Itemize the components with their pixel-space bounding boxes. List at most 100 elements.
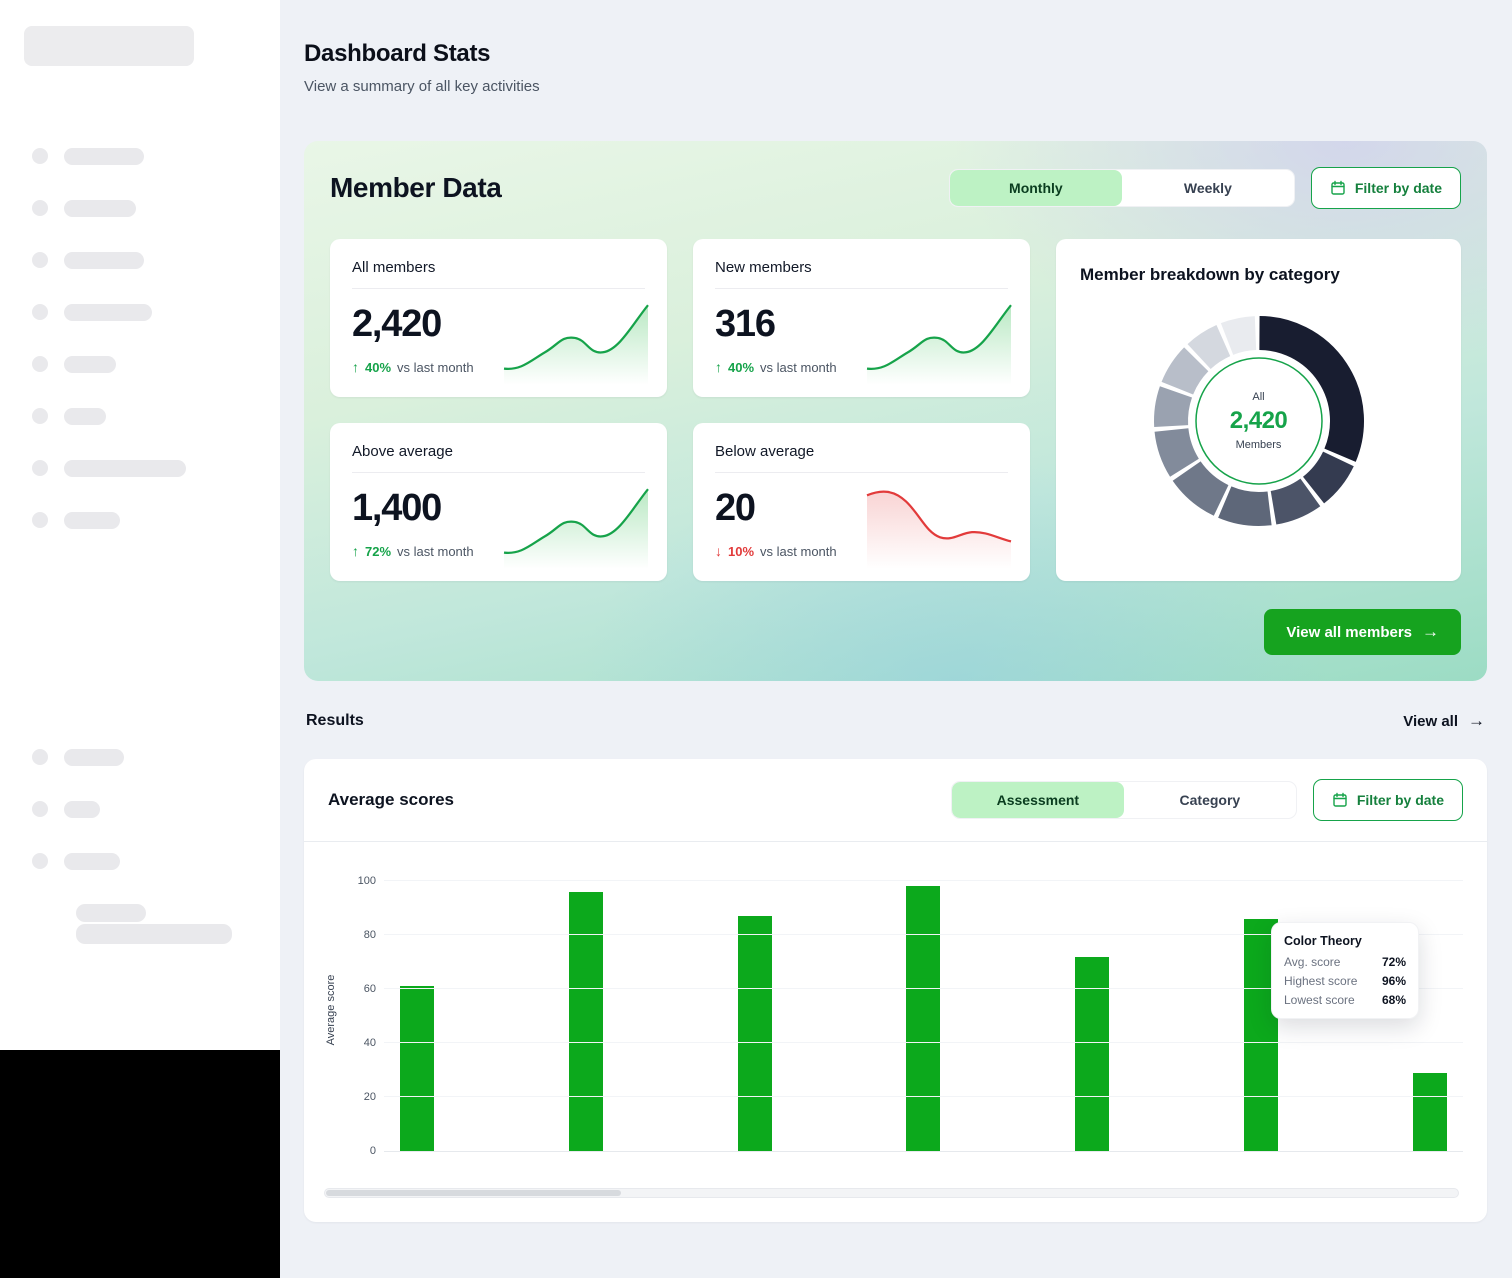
skeleton-icon [32, 148, 48, 164]
y-tick-label: 40 [363, 1037, 376, 1049]
sidebar-skeleton-item [32, 511, 256, 529]
donut-segment [1187, 325, 1231, 370]
y-tick-label: 0 [369, 1145, 376, 1157]
stat-change-caption: vs last month [760, 543, 837, 559]
skeleton-icon [32, 408, 48, 424]
stat-value: 1,400 [352, 487, 442, 529]
trend-up-sparkline [866, 304, 1012, 385]
results-header-row: Results View all → [306, 711, 1485, 731]
horizontal-scrollbar[interactable] [324, 1188, 1459, 1198]
stat-change-percent: 40% [365, 359, 392, 375]
stat-label: Above average [352, 443, 453, 460]
stat-change-percent: 72% [365, 543, 392, 559]
stat-label: All members [352, 259, 436, 276]
divider [715, 472, 1008, 473]
tab-weekly[interactable]: Weekly [1122, 170, 1294, 206]
trend-down-sparkline [866, 490, 1012, 569]
bar-chart: Average score Color Theory Avg. score 72… [322, 868, 1463, 1157]
stat-value: 20 [715, 487, 756, 529]
donut-segment [1302, 451, 1354, 504]
stat-value: 2,420 [352, 303, 442, 345]
sidebar-skeleton-item [32, 303, 256, 321]
arrow-up-icon: ↑ [352, 359, 359, 375]
trend-up-sparkline [503, 304, 649, 385]
donut-segment [1258, 316, 1364, 462]
sidebar-nav-skeleton [24, 147, 256, 529]
tooltip-value: 72% [1381, 955, 1406, 969]
tab-assessment[interactable]: Assessment [951, 782, 1124, 818]
skeleton-label [64, 147, 144, 165]
sidebar-skeleton-item [32, 800, 256, 818]
donut-segment [1161, 347, 1209, 396]
gridline [384, 1096, 1463, 1097]
skeleton-label [64, 199, 136, 217]
donut-segment [1220, 316, 1257, 356]
stat-label: Below average [715, 443, 815, 460]
view-all-link[interactable]: View all → [1403, 711, 1485, 731]
member-breakdown-donut: All 2,420 Members [1149, 311, 1369, 531]
arrow-up-icon: ↑ [352, 543, 359, 559]
view-all-members-label: View all members [1286, 623, 1412, 641]
filter-by-date-label: Filter by date [1354, 180, 1442, 196]
sidebar-secondary-skeleton [24, 748, 256, 870]
skeleton-icon [32, 749, 48, 765]
bar-chart-section: Average score Color Theory Avg. score 72… [304, 842, 1487, 1222]
donut-segment [1217, 486, 1272, 526]
bar [906, 886, 941, 1151]
skeleton-icon [32, 801, 48, 817]
tooltip-value: 68% [1381, 993, 1406, 1007]
stat-card-below-average: Below average 20 ↓ 10% vs last month [693, 423, 1030, 581]
calendar-icon [1333, 792, 1347, 807]
donut-center-ring [1194, 357, 1323, 485]
stat-label: New members [715, 259, 812, 276]
stat-change-caption: vs last month [397, 543, 474, 559]
skeleton-icon [32, 853, 48, 869]
stat-card-all-members: All members 2,420 ↑ 40% vs last month [330, 239, 667, 397]
member-stats-grid: All members 2,420 ↑ 40% vs last month [330, 239, 1461, 581]
member-data-controls: Monthly Weekly Filter by date [948, 167, 1461, 209]
logo-placeholder [24, 26, 194, 66]
period-toggle: Monthly Weekly [948, 169, 1295, 207]
skeleton-icon [32, 200, 48, 216]
bar [1412, 1072, 1447, 1151]
tooltip-row: Avg. score 72% [1284, 955, 1406, 969]
breakdown-title: Member breakdown by category [1080, 265, 1340, 284]
stat-change-caption: vs last month [760, 359, 837, 375]
bar [400, 986, 434, 1151]
sidebar-skeleton-item [32, 355, 256, 373]
donut-chart [1153, 316, 1364, 526]
skeleton-icon [32, 512, 48, 528]
gridline [384, 880, 1463, 881]
divider [715, 288, 1008, 289]
bar [737, 916, 772, 1151]
view-all-members-button[interactable]: View all members → [1264, 609, 1461, 655]
filter-by-date-button[interactable]: Filter by date [1310, 167, 1461, 209]
stat-change: ↑ 40% vs last month [715, 359, 1008, 375]
scrollbar-thumb[interactable] [326, 1190, 621, 1196]
filter-by-date-button[interactable]: Filter by date [1312, 779, 1463, 821]
donut-segment [1269, 478, 1320, 525]
average-scores-header: Average scores Assessment Category Filte… [304, 759, 1487, 842]
tooltip-label: Highest score [1284, 974, 1358, 988]
arrow-right-icon: → [1422, 622, 1439, 641]
stat-value: 316 [715, 303, 776, 345]
divider [352, 472, 645, 473]
plot-outer: Color Theory Avg. score 72% Highest scor… [340, 868, 1463, 1157]
skeleton-label [64, 459, 186, 477]
tab-monthly[interactable]: Monthly [949, 170, 1122, 206]
skeleton-label [76, 924, 232, 944]
sidebar-footer-skeleton [76, 904, 256, 944]
skeleton-icon [32, 304, 48, 320]
skeleton-icon [32, 460, 48, 476]
sidebar-skeleton-item [32, 459, 256, 477]
results-title: Results [306, 712, 364, 729]
skeleton-label [64, 251, 144, 269]
skeleton-label [64, 511, 120, 529]
sidebar-skeleton-item [32, 199, 256, 217]
donut-segment [1154, 427, 1199, 477]
sidebar-skeleton-item [32, 852, 256, 870]
sidebar [0, 0, 280, 1278]
tab-category[interactable]: Category [1124, 782, 1296, 818]
stat-change: ↑ 72% vs last month [352, 543, 645, 559]
